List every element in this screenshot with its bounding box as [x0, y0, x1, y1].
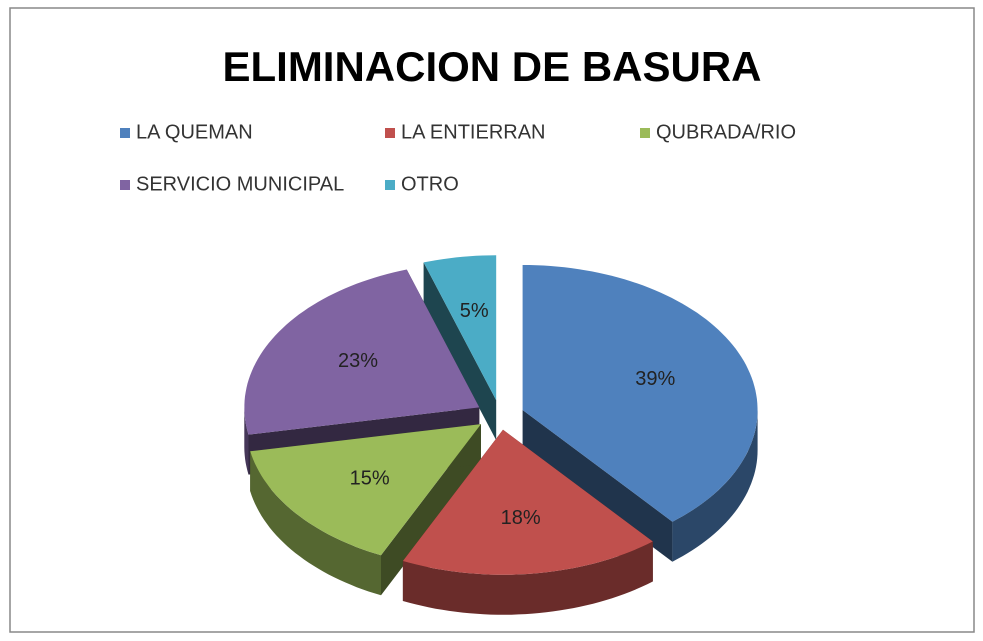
slice-side: [244, 407, 249, 475]
slice-side: [423, 262, 497, 441]
data-label: 5%: [460, 300, 489, 322]
slice-side: [402, 541, 653, 615]
legend-label: LA ENTIERRAN: [401, 121, 545, 143]
slice-side: [250, 451, 381, 596]
legend-swatch: [120, 180, 130, 190]
data-label: 18%: [501, 507, 541, 529]
legend-label: OTRO: [401, 173, 459, 195]
legend-swatch: [385, 180, 395, 190]
slice: [244, 269, 480, 435]
legend-swatch: [640, 128, 650, 138]
legend-swatch: [385, 128, 395, 138]
slice: [522, 265, 758, 522]
slice: [423, 255, 497, 401]
chart-title: ELIMINACION DE BASURA: [222, 43, 761, 90]
legend-label: QUBRADA/RIO: [656, 121, 796, 143]
slice-side: [672, 410, 758, 562]
legend-label: LA QUEMAN: [136, 121, 253, 143]
slice-side: [522, 410, 673, 562]
slice: [402, 429, 653, 575]
legend-swatch: [120, 128, 130, 138]
data-label: 39%: [635, 368, 675, 390]
data-label: 15%: [350, 468, 390, 490]
legend-label: SERVICIO MUNICIPAL: [136, 173, 344, 195]
slice: [250, 424, 481, 556]
data-label: 23%: [338, 350, 378, 372]
